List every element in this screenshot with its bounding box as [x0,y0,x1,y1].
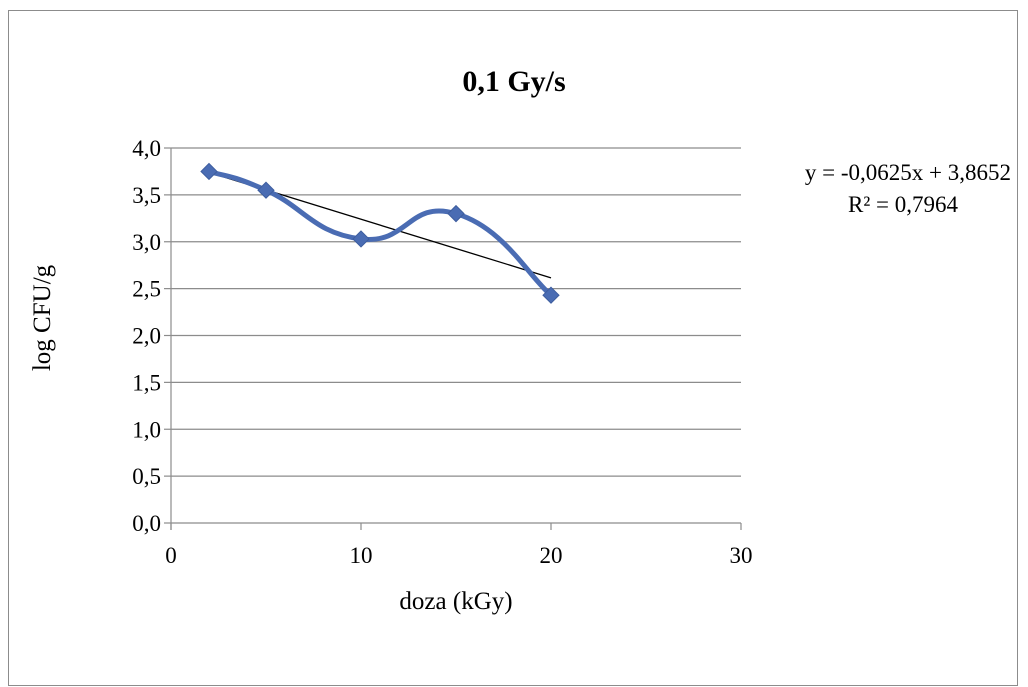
chart-title: 0,1 Gy/s [462,65,565,98]
y-tick-label: 2,0 [132,324,161,349]
data-point-marker [200,162,218,181]
y-tick-label: 3,0 [132,230,161,255]
axes [164,147,742,530]
y-tick-label: 0,5 [132,464,161,489]
y-tick-label: 2,5 [132,277,161,302]
tick-labels: 0,0 0,5 1,0 1,5 2,0 2,5 3,0 3,5 4,0 0 10 20 30 [132,136,752,568]
x-axis-label: doza (kGy) [399,588,512,615]
data-point-marker [542,286,560,304]
x-tick-label: 10 [350,543,373,568]
data-point-marker [447,204,465,223]
y-tick-label: 0,0 [132,511,161,536]
gridlines [171,147,741,477]
x-tick-label: 30 [730,543,753,568]
x-tick-label: 0 [165,543,177,568]
data-point-marker [257,181,275,199]
chart-frame [8,10,1018,686]
trendline-equation: y = -0,0625x + 3,8652 [805,160,1011,185]
y-tick-label: 1,0 [132,417,161,442]
trendline-r-squared: R² = 0,7964 [848,192,958,217]
x-tick-label: 20 [540,543,563,568]
series-line [206,168,554,298]
series-layer [200,162,560,304]
data-point-marker [352,230,370,248]
y-axis-label: log CFU/g [29,264,56,371]
y-tick-label: 1,5 [132,370,161,395]
y-tick-label: 4,0 [132,136,161,161]
y-tick-label: 3,5 [132,183,161,208]
